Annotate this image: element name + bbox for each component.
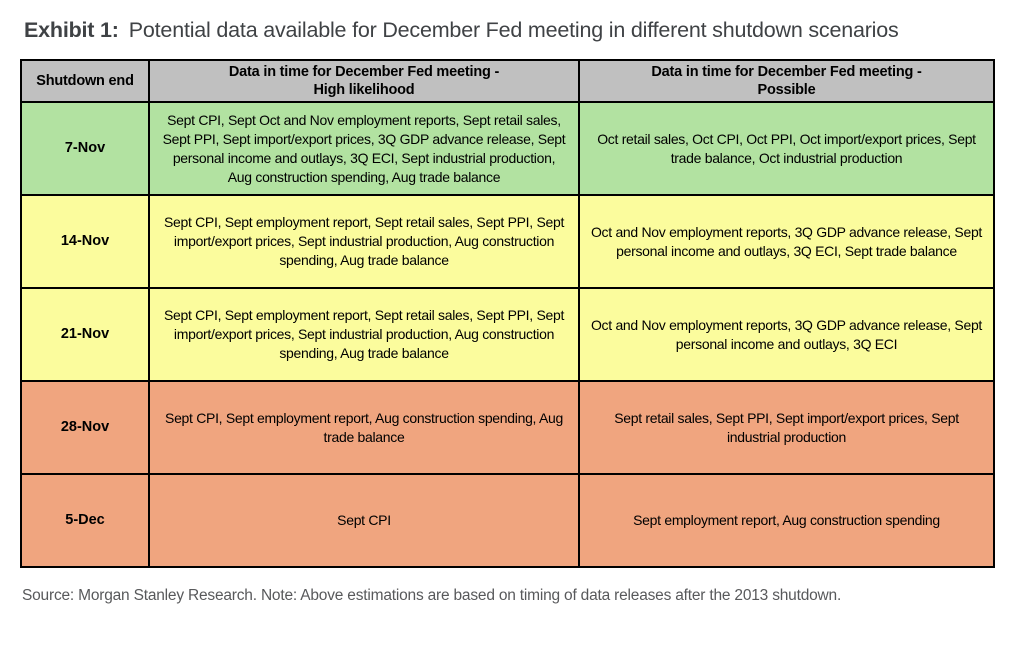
high-likelihood-cell: Sept CPI, Sept employment report, Sept r… bbox=[148, 194, 580, 289]
date-cell: 14-Nov bbox=[20, 194, 150, 289]
high-likelihood-cell: Sept CPI, Sept employment report, Sept r… bbox=[148, 287, 580, 382]
possible-cell: Sept retail sales, Sept PPI, Sept import… bbox=[578, 380, 995, 475]
table-row: 21-Nov Sept CPI, Sept employment report,… bbox=[20, 287, 995, 382]
table-row: 7-Nov Sept CPI, Sept Oct and Nov employm… bbox=[20, 101, 995, 196]
data-table: Shutdown end Data in time for December F… bbox=[20, 59, 995, 568]
header-cell-possible: Data in time for December Fed meeting - … bbox=[578, 59, 995, 103]
exhibit-label: Exhibit 1: bbox=[24, 18, 119, 42]
date-cell: 21-Nov bbox=[20, 287, 150, 382]
possible-cell: Oct retail sales, Oct CPI, Oct PPI, Oct … bbox=[578, 101, 995, 196]
header-high-likelihood-line2: High likelihood bbox=[313, 82, 415, 98]
header-row: Shutdown end Data in time for December F… bbox=[20, 59, 995, 103]
table-row: 14-Nov Sept CPI, Sept employment report,… bbox=[20, 194, 995, 289]
possible-cell: Oct and Nov employment reports, 3Q GDP a… bbox=[578, 287, 995, 382]
header-cell-shutdown-end: Shutdown end bbox=[20, 59, 150, 103]
possible-cell: Oct and Nov employment reports, 3Q GDP a… bbox=[578, 194, 995, 289]
title-text: Potential data available for December Fe… bbox=[128, 18, 899, 42]
possible-cell: Sept employment report, Aug construction… bbox=[578, 473, 995, 568]
date-cell: 5-Dec bbox=[20, 473, 150, 568]
header-possible-line1: Data in time for December Fed meeting - bbox=[651, 64, 922, 80]
date-cell: 7-Nov bbox=[20, 101, 150, 196]
table-row: 5-Dec Sept CPI Sept employment report, A… bbox=[20, 473, 995, 568]
header-cell-high-likelihood: Data in time for December Fed meeting - … bbox=[148, 59, 580, 103]
source-note: Source: Morgan Stanley Research. Note: A… bbox=[22, 587, 842, 604]
high-likelihood-cell: Sept CPI, Sept employment report, Aug co… bbox=[148, 380, 580, 475]
page-title: Exhibit 1: Potential data available for D… bbox=[0, 0, 1014, 51]
table-row: 28-Nov Sept CPI, Sept employment report,… bbox=[20, 380, 995, 475]
header-possible-line2: Possible bbox=[757, 82, 816, 98]
high-likelihood-cell: Sept CPI, Sept Oct and Nov employment re… bbox=[148, 101, 580, 196]
date-cell: 28-Nov bbox=[20, 380, 150, 475]
header-high-likelihood-line1: Data in time for December Fed meeting - bbox=[228, 64, 500, 80]
high-likelihood-cell: Sept CPI bbox=[148, 473, 580, 568]
